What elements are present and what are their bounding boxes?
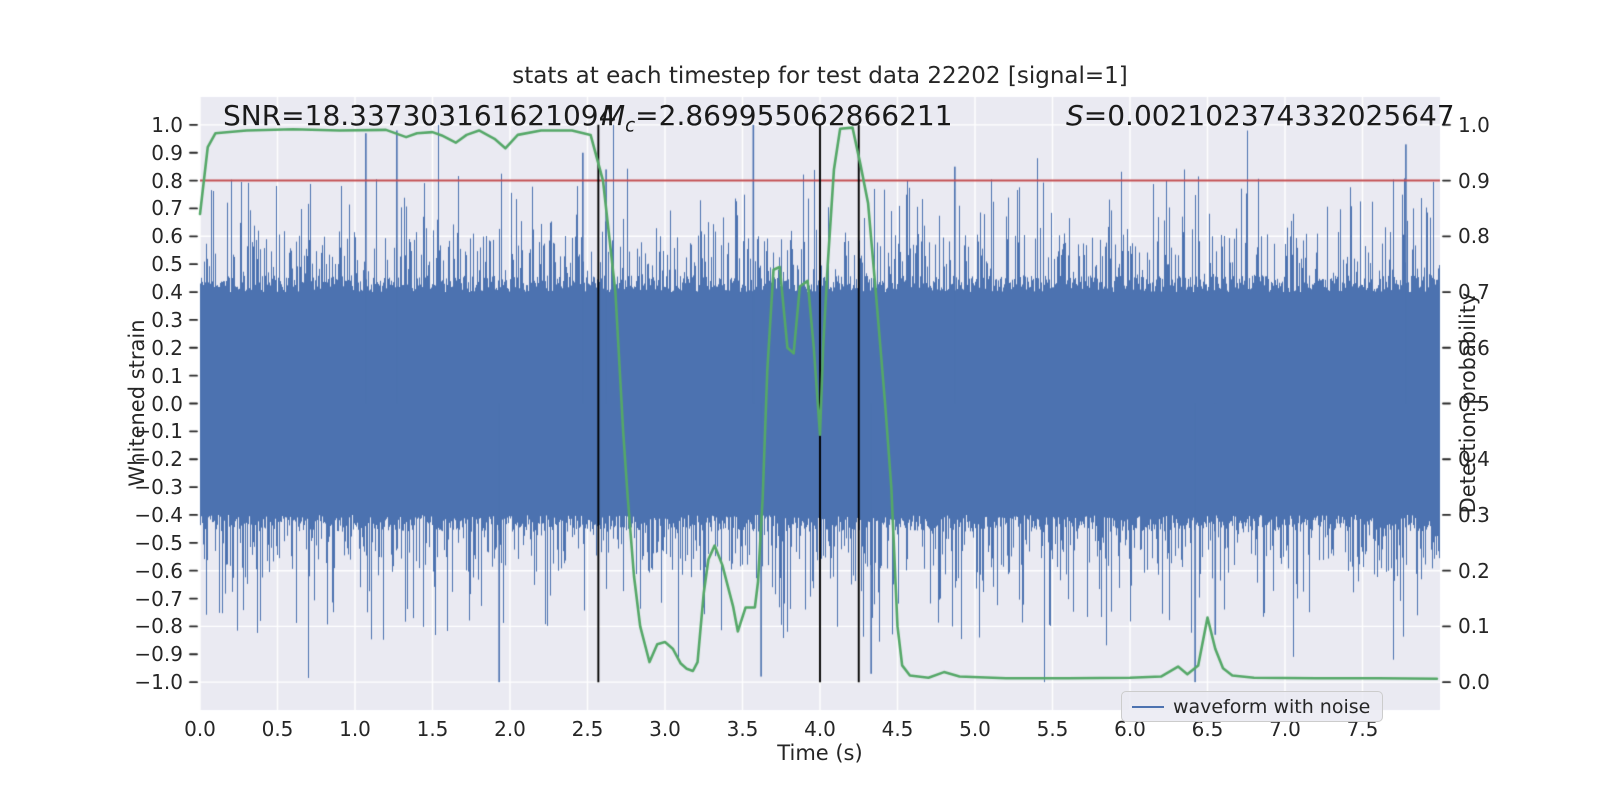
- y-left-tick-label: −1.0: [134, 670, 183, 695]
- y-left-tick-label: 0.5: [151, 252, 183, 277]
- y-right-tick-label: 0.5: [1458, 391, 1490, 416]
- chirp-mass-annotation: Mc=2.869955062866211: [601, 99, 953, 135]
- chirp-mass-symbol: M: [601, 99, 626, 132]
- s-statistic-symbol: S: [1066, 99, 1084, 132]
- x-tick-label: 4.0: [804, 717, 836, 741]
- y-right-tick-label: 0.9: [1458, 168, 1490, 193]
- y-right-tick-label: 0.1: [1458, 614, 1490, 639]
- y-left-tick-label: −0.7: [134, 586, 183, 611]
- y-left-tick-label: 0.9: [151, 140, 183, 165]
- x-tick-label: 4.5: [881, 717, 914, 741]
- chirp-mass-value: =2.869955062866211: [635, 99, 953, 132]
- y-left-tick-label: 0.7: [151, 196, 183, 221]
- chirp-mass-subscript: c: [625, 115, 636, 137]
- snr-annotation: SNR=18.337303161621094: [223, 99, 616, 132]
- y-right-tick-label: 0.6: [1458, 335, 1490, 360]
- s-statistic-annotation: S=0.002102374332025647: [1066, 99, 1455, 132]
- y-left-tick-label: 0.0: [151, 391, 183, 416]
- y-right-tick-label: 1.0: [1458, 112, 1490, 137]
- legend-entry-label: waveform with noise: [1173, 695, 1371, 718]
- x-tick-label: 2.5: [571, 717, 604, 741]
- x-tick-label: 0.0: [184, 717, 216, 741]
- y-left-tick-label: 0.8: [151, 168, 183, 193]
- x-tick-label: 1.0: [339, 717, 371, 741]
- y-left-tick-label: 0.3: [151, 307, 183, 332]
- s-statistic-value: =0.002102374332025647: [1083, 99, 1455, 132]
- y-left-tick-label: −0.4: [134, 502, 183, 527]
- y-right-tick-label: 0.4: [1458, 447, 1490, 472]
- y-right-tick-label: 0.3: [1458, 502, 1490, 527]
- legend-line-sample-icon: [1132, 705, 1164, 708]
- y-right-tick-label: 0.7: [1458, 280, 1490, 305]
- y-left-tick-label: −0.3: [134, 475, 183, 500]
- y-left-tick-label: 1.0: [151, 112, 183, 137]
- y-left-tick-label: −0.6: [134, 558, 183, 583]
- x-tick-label: 3.0: [649, 717, 681, 741]
- y-left-tick-label: 0.2: [151, 335, 183, 360]
- x-axis-label: Time (s): [777, 741, 863, 765]
- y-left-tick-label: 0.1: [151, 363, 183, 388]
- y-left-tick-label: −0.5: [134, 530, 183, 555]
- x-tick-label: 3.5: [726, 717, 759, 741]
- snr-annotation-text: SNR=18.337303161621094: [223, 99, 617, 132]
- x-tick-label: 5.5: [1036, 717, 1069, 741]
- chart-title: stats at each timestep for test data 222…: [512, 63, 1128, 89]
- x-tick-label: 2.0: [494, 717, 526, 741]
- x-tick-label: 5.0: [959, 717, 991, 741]
- x-tick-label: 0.5: [261, 717, 294, 741]
- y-right-tick-label: 0.2: [1458, 558, 1490, 583]
- y-left-tick-label: 0.4: [151, 280, 183, 305]
- y-left-tick-label: −0.9: [134, 642, 183, 667]
- x-tick-label: 1.5: [416, 717, 449, 741]
- y-left-tick-label: −0.1: [134, 419, 183, 444]
- y-right-tick-label: 0.0: [1458, 670, 1490, 695]
- y-left-tick-label: −0.8: [134, 614, 183, 639]
- y-left-tick-label: 0.6: [151, 224, 183, 249]
- y-right-tick-label: 0.8: [1458, 224, 1490, 249]
- legend: waveform with noise: [1121, 691, 1384, 722]
- y-left-tick-label: −0.2: [134, 447, 183, 472]
